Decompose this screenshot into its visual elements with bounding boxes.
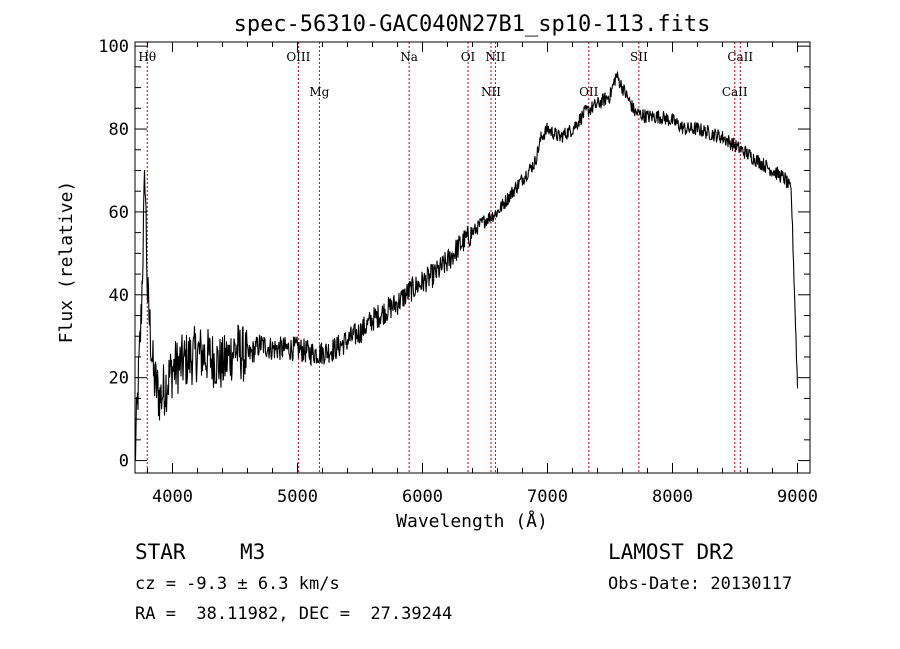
line-marker-label: CaII bbox=[722, 85, 748, 99]
ra-dec: RA = 38.11982, DEC = 27.39244 bbox=[135, 604, 453, 624]
y-tick-label: 80 bbox=[109, 120, 129, 140]
x-tick-label: 7000 bbox=[527, 487, 568, 507]
x-tick-label: 9000 bbox=[777, 487, 818, 507]
line-marker-label: OI bbox=[461, 50, 476, 64]
line-marker-label: SII bbox=[630, 50, 648, 64]
object-subclass: M3 bbox=[240, 540, 266, 564]
plot-frame bbox=[134, 41, 811, 474]
line-marker-label: Mg bbox=[309, 85, 329, 99]
line-marker-label: OIII bbox=[286, 50, 310, 64]
x-tick-label: 4000 bbox=[152, 487, 193, 507]
line-markers bbox=[146, 42, 741, 473]
x-tick-label: 5000 bbox=[277, 487, 318, 507]
obs-date: Obs-Date: 20130117 bbox=[608, 574, 793, 594]
redshift-cz: cz = -9.3 ± 6.3 km/s bbox=[135, 574, 340, 594]
object-type: STAR bbox=[135, 540, 186, 564]
survey-name: LAMOST DR2 bbox=[608, 540, 735, 564]
x-tick-label: 6000 bbox=[402, 487, 443, 507]
line-marker-label: OII bbox=[579, 85, 599, 99]
y-tick-label: 100 bbox=[98, 37, 129, 57]
chart-title: spec-56310-GAC040N27B1_sp10-113.fits bbox=[234, 12, 711, 37]
y-tick-label: 0 bbox=[119, 452, 129, 472]
line-marker-label: Na bbox=[400, 50, 418, 64]
spectrum-line bbox=[134, 71, 799, 461]
y-tick-label: 20 bbox=[109, 369, 129, 389]
x-axis: 4000 5000 6000 7000 8000 9000 bbox=[147, 42, 818, 507]
line-marker-label: Hθ bbox=[138, 50, 156, 64]
y-tick-label: 40 bbox=[109, 286, 129, 306]
y-tick-label: 60 bbox=[109, 203, 129, 223]
x-axis-label: Wavelength (Å) bbox=[396, 510, 548, 532]
line-marker-label: NII bbox=[481, 85, 501, 99]
y-axis: 0 20 40 60 80 100 bbox=[98, 37, 810, 472]
line-marker-label: NII bbox=[485, 50, 505, 64]
line-marker-label: CaII bbox=[727, 50, 753, 64]
line-marker-labels: Hθ OIII Mg Na OI NII NII OII SII CaII CaII bbox=[138, 50, 753, 99]
y-axis-label: Flux (relative) bbox=[56, 181, 77, 344]
x-tick-label: 8000 bbox=[652, 487, 693, 507]
